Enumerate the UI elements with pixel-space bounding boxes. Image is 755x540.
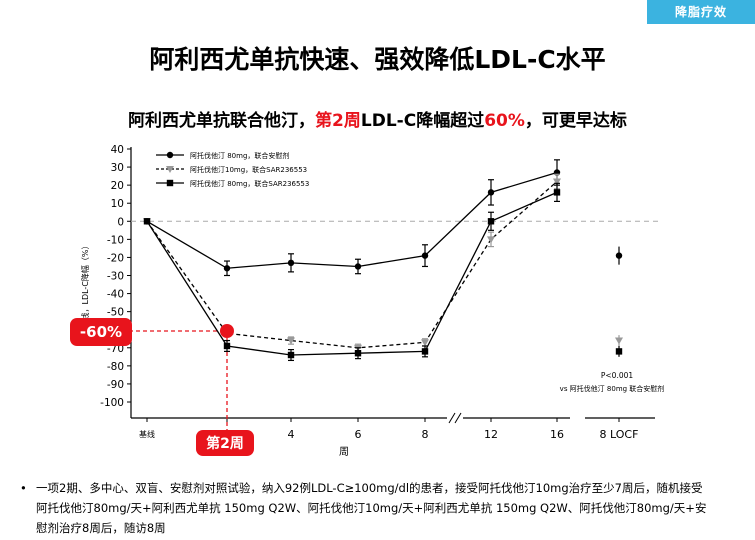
- subtitle-highlight-percent: 60%: [484, 111, 525, 131]
- p-value-label: P<0.001: [601, 371, 634, 380]
- subtitle-part-3: ，可更早达标: [524, 111, 627, 131]
- series-line: [146, 181, 558, 349]
- callout-value-text: -60%: [80, 323, 122, 341]
- ldl-c-line-chart: 403020100-10-20-30-40-50-60-70-80-90-100…: [70, 144, 665, 458]
- y-tick-label: -50: [107, 307, 124, 319]
- legend-label: 阿托伐他汀 80mg，联合安慰剂: [190, 151, 289, 160]
- x-tick-label: 6: [355, 428, 362, 441]
- p-value-note: vs 阿托伐他汀 80mg 联合安慰剂: [560, 384, 665, 393]
- data-point: [487, 189, 495, 196]
- subtitle-highlight-week: 第2周: [315, 111, 361, 131]
- data-point: [287, 351, 295, 359]
- legend-marker: [166, 166, 174, 173]
- category-tag: 降脂疗效: [647, 0, 755, 24]
- legend-marker: [166, 151, 174, 159]
- x-tick-label: 8 LOCF: [600, 428, 639, 441]
- data-point: [143, 218, 151, 225]
- data-point: [421, 252, 429, 259]
- y-tick-label: -30: [107, 271, 124, 283]
- page-subtitle: 阿利西尤单抗联合他汀，第2周LDL-C降幅超过60%，可更早达标: [0, 106, 755, 131]
- page-title: 阿利西尤单抗快速、强效降低LDL-C水平: [149, 45, 606, 74]
- data-point: [487, 236, 495, 244]
- x-tick-label: 16: [550, 428, 564, 441]
- locf-data-point: [615, 252, 623, 259]
- y-tick-label: 30: [111, 162, 124, 174]
- callout-week-text: 第2周: [206, 435, 244, 452]
- callout-value-badge: [70, 318, 132, 346]
- data-point: [223, 342, 231, 350]
- study-footnote: • 一项2期、多中心、双盲、安慰剂对照试验，纳入92例LDL-C≥100mg/d…: [20, 478, 710, 538]
- data-point: [354, 263, 362, 270]
- data-point: [287, 337, 295, 345]
- legend-label: 阿托伐他汀10mg，联合SAR236553: [190, 165, 307, 174]
- footnote-text: 一项2期、多中心、双盲、安慰剂对照试验，纳入92例LDL-C≥100mg/dl的…: [36, 481, 707, 535]
- x-tick-label: 12: [484, 428, 498, 441]
- y-tick-label: -40: [107, 289, 124, 301]
- data-point: [354, 350, 362, 357]
- callout-week-badge: [196, 430, 254, 456]
- data-point: [553, 178, 561, 186]
- x-tick-label: 8: [422, 428, 429, 441]
- footnote-bullet: •: [20, 481, 27, 495]
- data-point: [421, 348, 429, 355]
- axis-break-mark: [448, 412, 456, 424]
- y-tick-label: -20: [107, 252, 124, 264]
- y-tick-label: -100: [100, 397, 124, 409]
- y-tick-label: -10: [107, 234, 124, 246]
- legend-marker: [166, 179, 174, 187]
- x-tick-label: 基线: [139, 429, 155, 439]
- subtitle-part-2: LDL-C降幅超过: [360, 111, 485, 131]
- data-point: [223, 265, 231, 272]
- y-tick-label: 40: [111, 144, 124, 156]
- data-point: [421, 339, 429, 347]
- data-point: [287, 259, 295, 267]
- locf-data-point: [615, 337, 623, 345]
- data-point: [553, 189, 561, 196]
- y-tick-label: 0: [117, 216, 124, 228]
- subtitle-part-1: 阿利西尤单抗联合他汀，: [128, 111, 316, 131]
- y-tick-label: -80: [107, 361, 124, 373]
- data-point: [487, 218, 495, 225]
- x-axis-label: 周: [339, 446, 349, 458]
- axis-break-mark: [454, 412, 462, 424]
- y-axis-label: 基线，LDL-C降幅（%）: [80, 241, 90, 328]
- locf-data-point: [615, 348, 623, 355]
- legend-label: 阿托伐他汀 80mg，联合SAR236553: [190, 179, 309, 188]
- callout-dot: [220, 324, 234, 338]
- y-tick-label: 20: [111, 180, 124, 192]
- y-tick-label: -90: [107, 379, 124, 391]
- x-tick-label: 4: [288, 428, 295, 441]
- y-tick-label: 10: [111, 198, 124, 210]
